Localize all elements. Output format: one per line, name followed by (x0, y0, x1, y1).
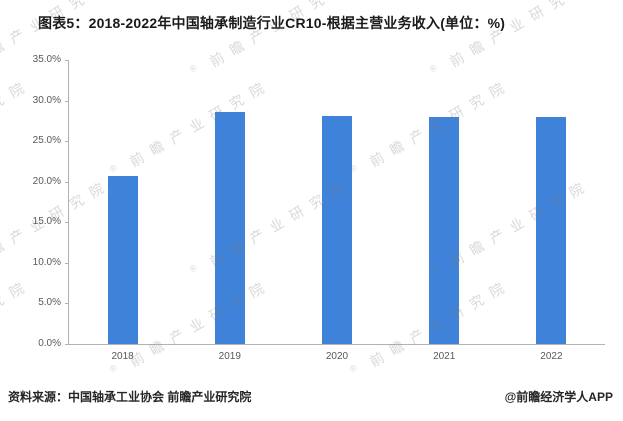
y-axis-tick-label: 0.0% (38, 338, 61, 349)
chart-footer: 资料来源：中国轴承工业协会 前瞻产业研究院 @前瞻经济学人APP (8, 388, 613, 405)
y-axis-tick-label: 15.0% (32, 216, 61, 228)
x-axis-tick-label: 2018 (111, 351, 134, 362)
bar-2020 (322, 116, 352, 344)
registered-mark-icon: ® (107, 361, 121, 375)
y-axis-tick-mark (65, 344, 69, 345)
y-axis-tick-label: 35.0% (32, 54, 61, 65)
bar-2019 (214, 111, 245, 344)
x-axis-tick-label: 2021 (433, 351, 456, 362)
x-axis-tick-label: 2020 (325, 351, 349, 362)
bar-2022 (536, 116, 567, 344)
chart-title: 图表5：2018-2022年中国轴承制造行业CR10-根据主营业务收入(单位：%… (38, 15, 506, 31)
y-axis-tick-mark (65, 141, 69, 143)
y-axis-tick-label: 25.0% (32, 135, 61, 147)
y-axis-tick-label: 5.0% (38, 297, 61, 309)
y-axis-tick-mark (65, 222, 69, 224)
x-axis-tick-label: 2019 (218, 351, 241, 362)
y-axis-tick-mark (65, 262, 69, 264)
bar-2021 (429, 116, 460, 344)
x-axis-tick-label: 2022 (540, 351, 563, 362)
y-axis-tick-mark (65, 100, 69, 102)
watermark-text: ® 前瞻产业研究院 (0, 75, 35, 170)
bar-chart: 0.0% 5.0% 10.0% 15.0% 20.0% 25.0% 30.0% 35.0% 20… (33, 55, 605, 362)
source-text: 资料来源：中国轴承工业协会 前瞻产业研究院 (8, 390, 252, 404)
y-axis-tick-mark (65, 303, 69, 305)
y-axis-tick-label: 10.0% (32, 256, 61, 268)
registered-mark-icon: ® (347, 361, 361, 375)
watermark-text: ® 前瞻产业研究院 (0, 275, 35, 370)
plot-area: 0.0% 5.0% 10.0% 15.0% 20.0% 25.0% 30.0% 35.0% 20… (33, 55, 605, 362)
y-axis-tick-mark (65, 60, 69, 61)
y-axis-tick-mark (65, 181, 69, 183)
y-axis-tick-label: 30.0% (32, 94, 61, 106)
y-axis-tick-label: 20.0% (32, 175, 61, 187)
bar-2018 (107, 176, 138, 344)
credit-text: @前瞻经济学人APP (504, 390, 613, 404)
